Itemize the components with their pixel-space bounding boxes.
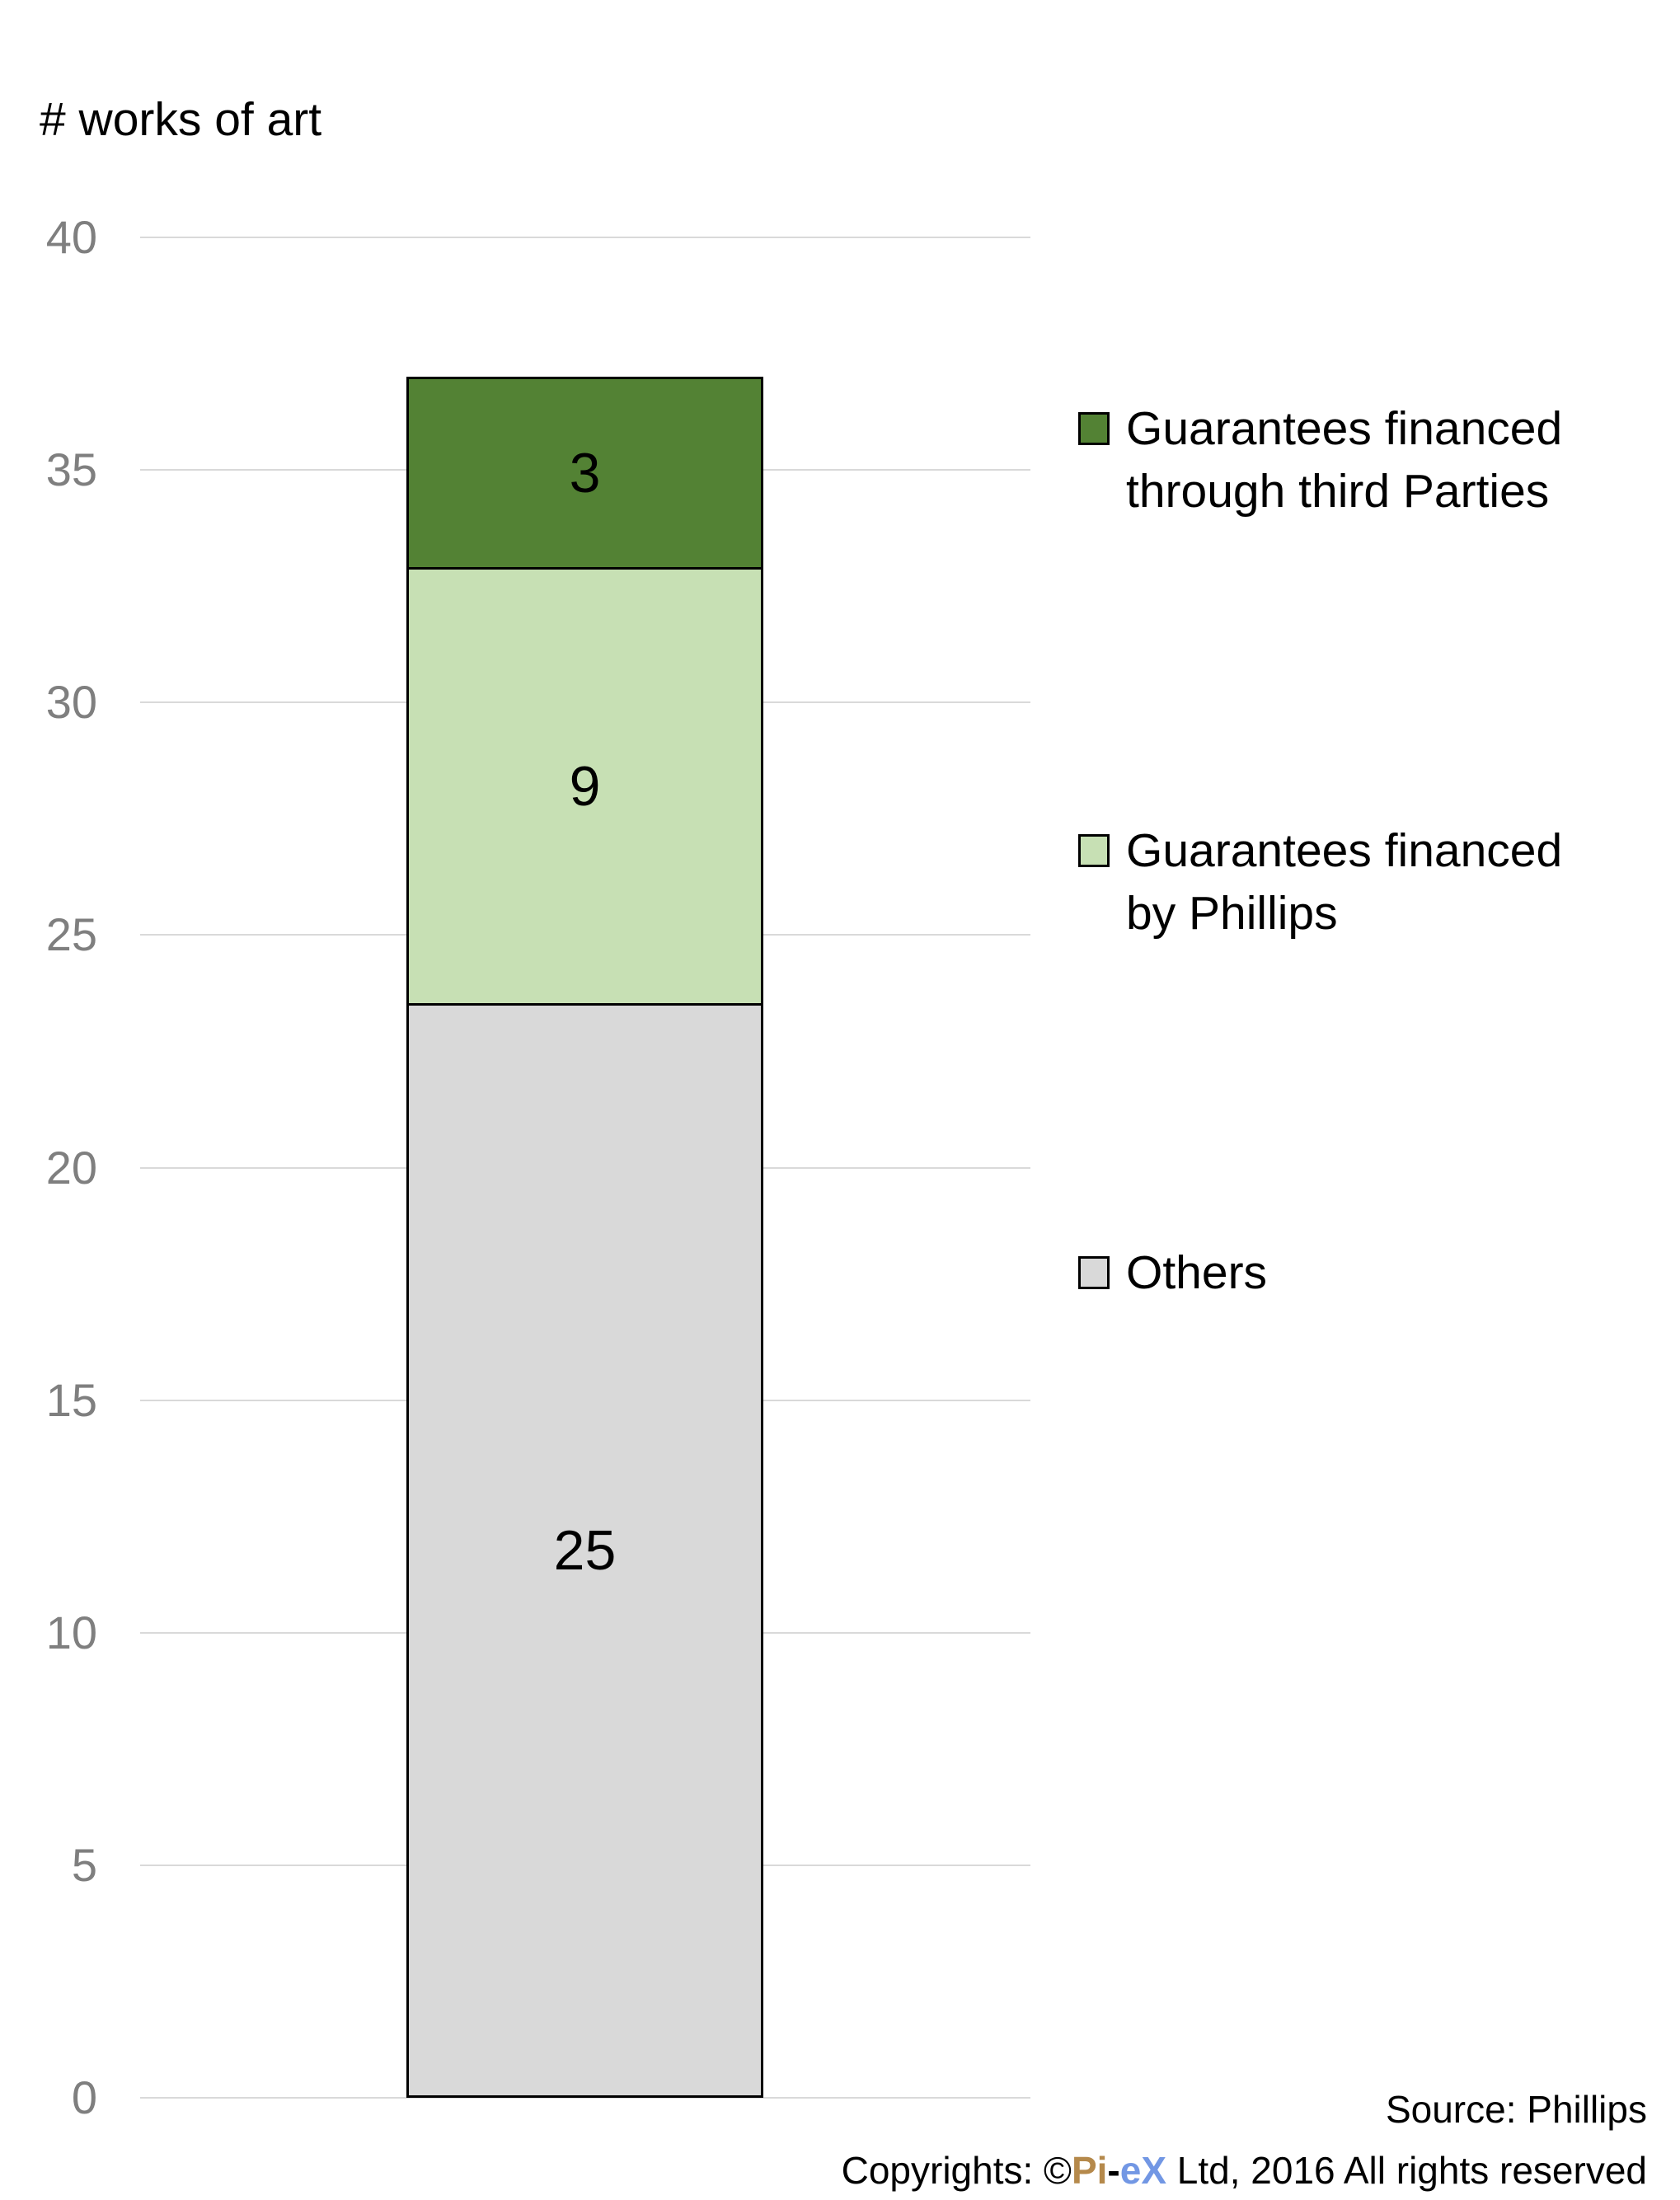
copyright-note: Copyrights: ©Pi-eX Ltd, 2016 All rights … xyxy=(842,2140,1647,2200)
legend-label: Guarantees financed by Phillips xyxy=(1126,819,1562,945)
legend-item-others: Others xyxy=(1078,1241,1267,1304)
gridline-40 xyxy=(140,237,1030,238)
legend-item-guarantees-financed-through-third-parties: Guarantees financed through third Parties xyxy=(1078,397,1562,523)
y-tick-label-0: 0 xyxy=(71,2071,97,2123)
value-label-25: 25 xyxy=(553,1518,617,1582)
bar-segment-others: 25 xyxy=(409,1002,761,2095)
legend-label-line: by Phillips xyxy=(1126,887,1338,940)
y-tick-label-20: 20 xyxy=(45,1141,97,1194)
brand-pi: Pi xyxy=(1071,2149,1108,2192)
bar-segment-guarantees-financed-by-phillips: 9 xyxy=(409,566,761,1003)
legend-label-line: through third Parties xyxy=(1126,465,1550,518)
chart-title: # works of art xyxy=(40,93,322,146)
value-label-3: 3 xyxy=(569,441,601,504)
y-tick-label-35: 35 xyxy=(45,443,97,496)
copyright-suffix: Ltd, 2016 All rights reserved xyxy=(1166,2149,1647,2192)
gridline-0 xyxy=(140,2097,1030,2099)
brand-ex: eX xyxy=(1119,2149,1166,2192)
copyright-prefix: Copyrights: © xyxy=(841,2149,1072,2192)
legend-label-line: Others xyxy=(1126,1246,1268,1299)
legend-swatch-icon xyxy=(1078,412,1110,445)
source-note: Source: Phillips xyxy=(842,2079,1647,2140)
bar-column: 3 9 25 xyxy=(406,377,763,2098)
y-tick-label-30: 30 xyxy=(45,676,97,729)
brand-dash: - xyxy=(1107,2149,1120,2192)
legend-label-line: Guarantees financed xyxy=(1126,824,1563,877)
legend-label: Guarantees financed through third Parties xyxy=(1126,397,1562,523)
footer: Source: Phillips Copyrights: ©Pi-eX Ltd,… xyxy=(842,2079,1647,2200)
y-tick-label-10: 10 xyxy=(45,1606,97,1658)
legend-label: Others xyxy=(1126,1241,1267,1304)
legend-swatch-icon xyxy=(1078,834,1110,867)
bar-segment-guarantees-financed-through-third-parties: 3 xyxy=(409,379,761,567)
legend-swatch-icon xyxy=(1078,1256,1110,1289)
source-text: Source: Phillips xyxy=(1385,2088,1647,2131)
y-tick-label-5: 5 xyxy=(71,1838,97,1891)
legend-label-line: Guarantees financed xyxy=(1126,402,1563,455)
value-label-9: 9 xyxy=(569,754,601,818)
y-tick-label-25: 25 xyxy=(45,908,97,961)
legend-item-guarantees-financed-by-phillips: Guarantees financed by Phillips xyxy=(1078,819,1562,945)
y-tick-label-40: 40 xyxy=(45,211,97,263)
y-tick-label-15: 15 xyxy=(45,1373,97,1426)
